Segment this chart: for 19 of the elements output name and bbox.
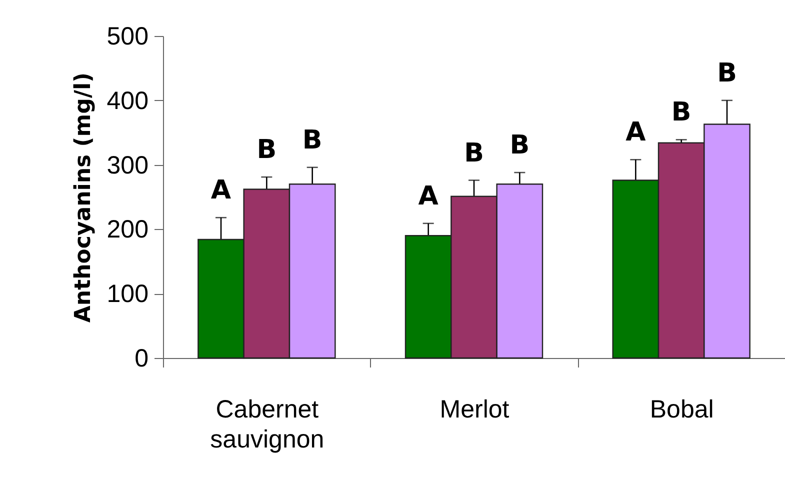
y-tick-label: 0: [134, 344, 148, 372]
data-label: B: [510, 130, 530, 161]
y-tick-label: 100: [106, 280, 148, 308]
data-label: B: [256, 135, 277, 166]
x-tick-label: Cabernet sauvignon: [210, 396, 324, 454]
y-axis-title: Anthocyanins (mg/l): [70, 72, 96, 323]
data-label: B: [302, 125, 322, 156]
data-label: A: [210, 176, 232, 206]
x-tick-label: Merlot: [440, 396, 510, 424]
y-tick-label: 200: [106, 216, 148, 244]
y-tick-label: 500: [106, 22, 148, 50]
y-tick-label: 400: [106, 86, 148, 115]
data-label: A: [418, 181, 438, 212]
data-label: B: [717, 58, 737, 88]
data-label: A: [626, 118, 646, 148]
data-label: B: [464, 138, 484, 168]
data-label: B: [671, 98, 692, 128]
x-tick-label: Bobal: [650, 396, 714, 424]
y-tick-label: 300: [106, 151, 148, 180]
